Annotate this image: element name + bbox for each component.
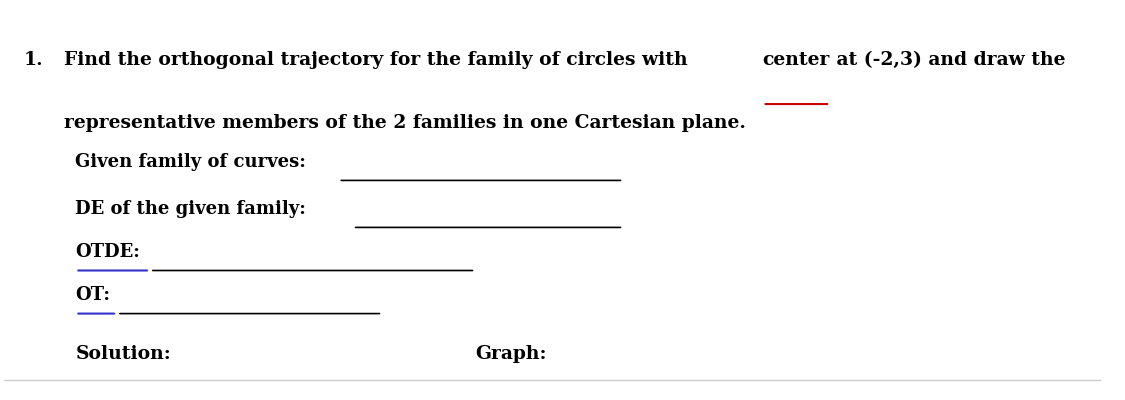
Text: Graph:: Graph: [476,345,547,363]
Text: Find the orthogonal trajectory for the family of circles with: Find the orthogonal trajectory for the f… [64,51,694,69]
Text: center: center [763,51,830,69]
Text: OTDE:: OTDE: [75,243,141,261]
Text: representative members of the 2 families in one Cartesian plane.: representative members of the 2 families… [64,114,746,132]
Text: DE of the given family:: DE of the given family: [75,200,306,218]
Text: Given family of curves:: Given family of curves: [75,153,306,171]
Text: Solution:: Solution: [75,345,171,363]
Text: OT:: OT: [75,286,110,304]
Text: 1.: 1. [24,51,44,69]
Text: at (-2,3) and draw the: at (-2,3) and draw the [830,51,1065,69]
